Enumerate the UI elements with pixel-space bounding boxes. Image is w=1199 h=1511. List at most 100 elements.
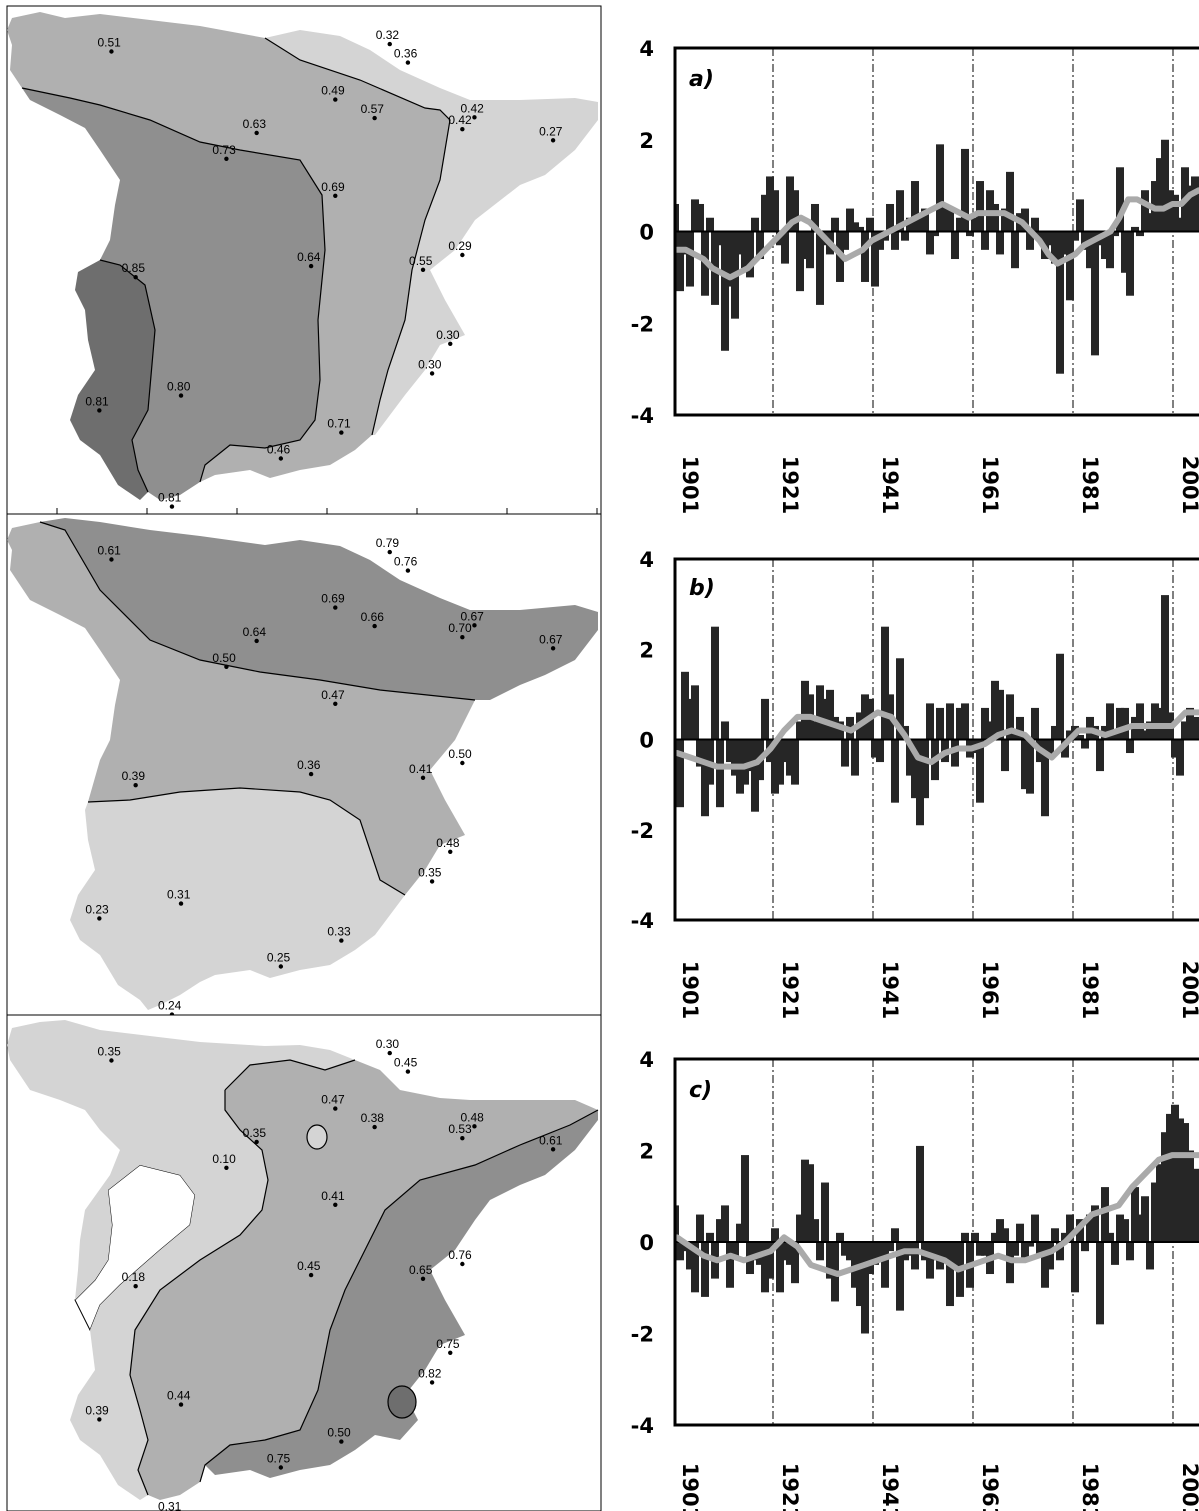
bar [786, 739, 794, 776]
bar [1116, 1214, 1124, 1242]
bar [1081, 1242, 1089, 1252]
station-marker [224, 664, 229, 669]
station-marker [448, 849, 453, 854]
bar [1026, 231, 1034, 250]
y-tick-label: 4 [639, 548, 654, 572]
station-marker [254, 130, 259, 136]
bar [996, 689, 1004, 740]
bar [1041, 1242, 1049, 1288]
station-value-label: 0.23 [85, 902, 109, 916]
bar [871, 231, 879, 287]
station-marker [278, 456, 284, 461]
station-marker [224, 156, 229, 161]
station-marker [178, 1402, 184, 1407]
bar [761, 698, 769, 740]
station-value-label: 0.85 [122, 261, 146, 275]
station-value-label: 0.76 [394, 555, 418, 569]
bar [1141, 1196, 1149, 1242]
x-tick-label: 1981 [1078, 1463, 1102, 1511]
y-tick-label: 4 [639, 37, 654, 61]
x-tick-label: 2001 [1178, 1463, 1199, 1511]
bar [891, 1228, 899, 1242]
bar [716, 231, 724, 246]
bar [906, 217, 914, 232]
bar [951, 1242, 959, 1265]
smoothed-series-line [675, 1152, 1199, 1277]
bar [816, 231, 824, 305]
bar [751, 739, 759, 812]
bar [676, 1242, 684, 1261]
bar [1136, 703, 1144, 740]
bar [801, 1159, 809, 1242]
station-marker [333, 1202, 338, 1208]
bar [681, 671, 689, 740]
bar [946, 703, 954, 740]
station-marker [372, 115, 377, 121]
isoline-3 [99, 259, 156, 493]
plot-frame [673, 1057, 1199, 1427]
bar [911, 739, 919, 799]
bar [1021, 739, 1029, 790]
bar [856, 226, 864, 232]
bar [976, 181, 984, 232]
station-value-label: 0.50 [327, 1426, 351, 1440]
bar [1106, 231, 1114, 269]
bar [1011, 730, 1019, 740]
bar [1096, 1242, 1104, 1325]
bar [1156, 158, 1164, 232]
station-value-label: 0.18 [122, 1270, 146, 1284]
bar [1061, 739, 1069, 758]
station-value-label: 0.70 [448, 621, 472, 635]
station-marker [405, 568, 411, 573]
station-value-label: 0.32 [376, 28, 400, 42]
bar [996, 1219, 1004, 1242]
station-marker [133, 1284, 138, 1289]
bar [886, 1242, 894, 1252]
bar [731, 739, 739, 776]
bar [1101, 231, 1109, 260]
station-value-label: 0.57 [361, 102, 385, 116]
station-value-label: 0.42 [448, 113, 472, 127]
bar [791, 1242, 799, 1284]
bar [996, 231, 1004, 255]
station-value-label: 0.69 [321, 592, 345, 606]
station-value-label: 0.45 [394, 1056, 418, 1070]
bar [691, 199, 699, 232]
bar [686, 231, 694, 287]
station-marker [333, 1106, 338, 1111]
bar [1091, 1205, 1099, 1242]
station-marker [429, 1380, 435, 1385]
y-tick-label: 0 [639, 729, 654, 753]
bar [866, 1242, 874, 1275]
bar [936, 144, 944, 232]
bar [781, 231, 789, 264]
bar [776, 1242, 784, 1293]
zone-light-east [265, 30, 598, 435]
station-marker [339, 938, 344, 943]
bar [736, 1223, 744, 1242]
bar [1066, 1214, 1074, 1242]
station-value-label: 0.30 [418, 357, 442, 371]
bar [846, 1242, 854, 1261]
bar [1131, 1187, 1139, 1242]
bar [1051, 725, 1059, 740]
panel-label: c) [689, 1078, 712, 1103]
station-marker [339, 1439, 344, 1444]
bar [771, 739, 779, 794]
station-value-label: 0.61 [97, 544, 121, 558]
bar [761, 1242, 769, 1293]
bar [881, 1242, 889, 1288]
y-tick-label: 2 [639, 1140, 654, 1164]
station-value-label: 0.50 [448, 747, 472, 761]
bar [741, 1155, 749, 1242]
smoothed-series-line [675, 187, 1199, 281]
bar [826, 1242, 834, 1279]
bar [1001, 1228, 1009, 1242]
station-value-label: 0.31 [167, 888, 191, 902]
station-marker [133, 275, 138, 280]
bar [776, 739, 784, 785]
x-tick-label: 1941 [878, 456, 902, 514]
bar [801, 231, 809, 260]
bar [741, 739, 749, 785]
bar [961, 1232, 969, 1242]
